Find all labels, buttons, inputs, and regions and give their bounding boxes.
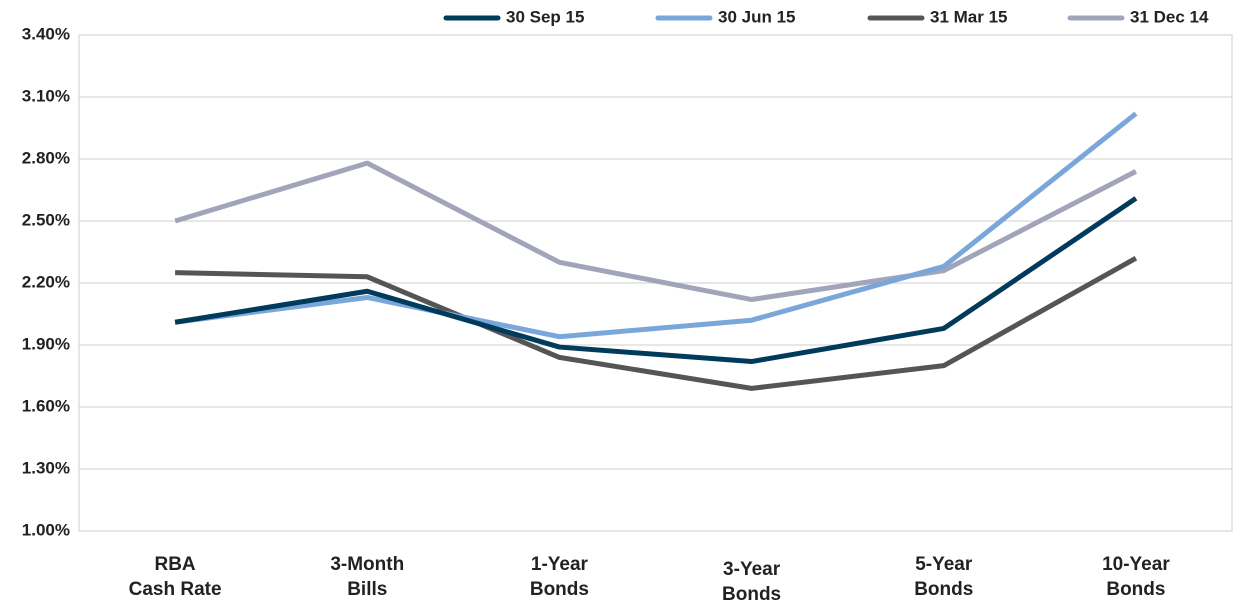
x-tick-label: 5-Year Bonds bbox=[914, 554, 974, 600]
y-tick-label: 1.90% bbox=[22, 334, 70, 353]
y-tick-label: 2.80% bbox=[22, 148, 70, 167]
plot-border bbox=[78, 34, 1233, 532]
y-tick-label: 2.50% bbox=[22, 210, 70, 229]
y-tick-label: 3.40% bbox=[22, 24, 70, 43]
x-tick-label: 3-Month Bills bbox=[330, 554, 405, 600]
legend-label: 30 Jun 15 bbox=[718, 7, 796, 26]
series-line bbox=[174, 196, 1138, 365]
x-tick-label: RBA Cash Rate bbox=[128, 554, 222, 600]
series-line bbox=[174, 111, 1138, 340]
x-tick-label: 3-Year Bonds bbox=[722, 559, 782, 605]
y-tick-label: 1.30% bbox=[22, 458, 70, 477]
legend-label: 31 Mar 15 bbox=[930, 7, 1008, 26]
legend-label: 31 Dec 14 bbox=[1130, 7, 1209, 26]
x-tick-label: 10-Year Bonds bbox=[1102, 554, 1170, 600]
legend-label: 30 Sep 15 bbox=[506, 7, 584, 26]
x-tick-label: 1-Year Bonds bbox=[529, 554, 589, 600]
y-tick-label: 2.20% bbox=[22, 272, 70, 291]
series-line bbox=[175, 256, 1138, 391]
y-tick-label: 3.10% bbox=[22, 86, 70, 105]
y-tick-label: 1.60% bbox=[22, 396, 70, 415]
y-tick-label: 1.00% bbox=[22, 520, 70, 539]
series-line bbox=[174, 160, 1138, 303]
